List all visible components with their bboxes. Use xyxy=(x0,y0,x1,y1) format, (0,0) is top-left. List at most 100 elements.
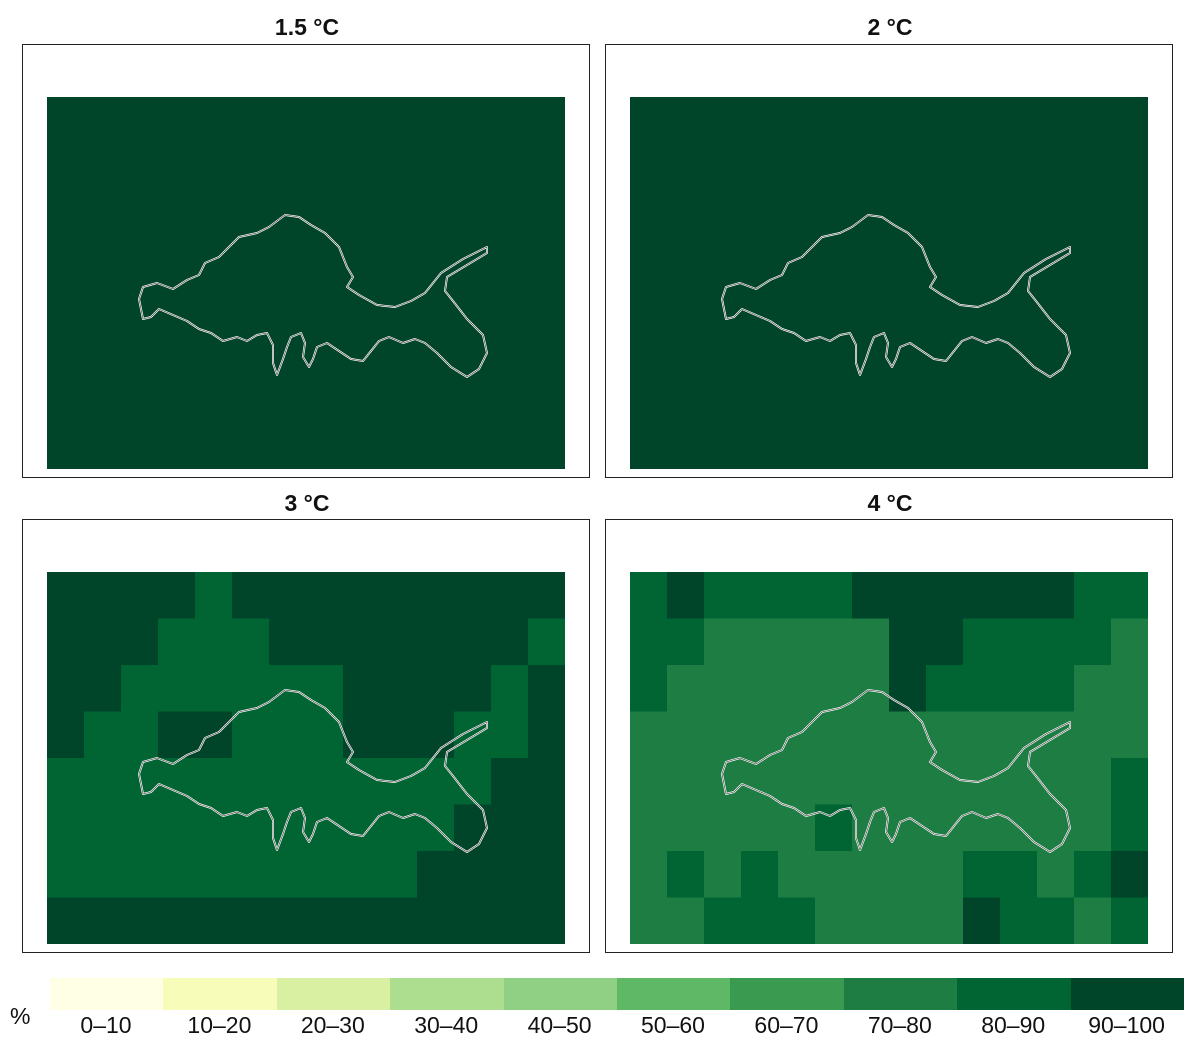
grid-cell xyxy=(417,422,455,469)
grid-cell xyxy=(1037,329,1075,377)
grid-cell xyxy=(630,711,668,759)
grid-cell xyxy=(630,618,668,666)
map-panel-3 xyxy=(22,519,590,953)
grid-cell xyxy=(47,236,85,284)
grid-cell xyxy=(454,329,492,377)
grid-cell xyxy=(1111,711,1148,759)
grid-cell xyxy=(778,422,816,469)
grid-cell xyxy=(269,422,307,469)
grid-cell xyxy=(852,618,890,666)
grid-cell xyxy=(1111,283,1148,331)
grid-cell xyxy=(84,804,122,852)
grid-cell xyxy=(380,97,418,145)
grid-cell xyxy=(852,143,890,191)
legend-swatch xyxy=(163,978,278,1010)
grid-cell xyxy=(815,851,853,899)
grid-cell xyxy=(269,665,307,713)
grid-cell xyxy=(778,758,816,806)
grid-cell xyxy=(741,572,779,620)
grid-cell xyxy=(704,422,742,469)
grid-cell xyxy=(741,618,779,666)
grid-cell xyxy=(704,618,742,666)
grid-cell xyxy=(380,190,418,238)
grid-cell xyxy=(454,283,492,331)
grid-cell xyxy=(232,711,270,759)
grid-cell xyxy=(926,236,964,284)
grid-cell xyxy=(1037,190,1075,238)
grid-cell xyxy=(343,236,381,284)
grid-cell xyxy=(528,97,565,145)
grid-cell xyxy=(306,665,344,713)
grid-cell xyxy=(528,376,565,424)
grid-cell xyxy=(491,851,529,899)
grid-cell xyxy=(343,711,381,759)
grid-cell xyxy=(417,376,455,424)
grid-cell xyxy=(528,190,565,238)
grid-cell xyxy=(343,897,381,944)
grid-cell xyxy=(963,618,1001,666)
grid-cell xyxy=(630,236,668,284)
grid-cell xyxy=(889,665,927,713)
legend-swatch xyxy=(50,978,164,1010)
grid-cell xyxy=(491,190,529,238)
grid-cell xyxy=(889,376,927,424)
grid-cell xyxy=(47,329,85,377)
grid-cell xyxy=(852,665,890,713)
grid-cell xyxy=(667,143,705,191)
grid-cell xyxy=(269,190,307,238)
panel-title-4: 4 °C xyxy=(867,490,913,516)
grid-cell xyxy=(1074,665,1112,713)
grid-cell xyxy=(630,422,668,469)
grid-cell xyxy=(926,851,964,899)
grid-cell xyxy=(121,711,159,759)
grid-cell xyxy=(121,804,159,852)
grid-cell xyxy=(454,665,492,713)
grid-cell xyxy=(84,851,122,899)
grid-cell xyxy=(926,97,964,145)
grid-cell xyxy=(741,422,779,469)
grid-cell xyxy=(630,329,668,377)
grid-cell xyxy=(815,618,853,666)
grid-cell xyxy=(1074,283,1112,331)
legend-label: 40–50 xyxy=(527,1012,592,1038)
grid-cell xyxy=(417,97,455,145)
legend-label: 0–10 xyxy=(80,1012,132,1038)
grid-cell xyxy=(158,851,196,899)
grid-cell xyxy=(491,97,529,145)
grid-cell xyxy=(630,758,668,806)
grid-cell xyxy=(121,190,159,238)
grid-cell xyxy=(1000,758,1038,806)
grid-cell xyxy=(1037,283,1075,331)
legend-swatch xyxy=(617,978,731,1010)
legend-label: 10–20 xyxy=(187,1012,252,1038)
map-grid-2 xyxy=(630,97,1148,469)
grid-cell xyxy=(630,804,668,852)
grid-cell xyxy=(667,376,705,424)
grid-cell xyxy=(667,804,705,852)
grid-cell xyxy=(84,376,122,424)
grid-cell xyxy=(380,329,418,377)
grid-cell xyxy=(380,665,418,713)
grid-cell xyxy=(306,97,344,145)
grid-cell xyxy=(1037,97,1075,145)
grid-cell xyxy=(306,572,344,620)
grid-cell xyxy=(121,422,159,469)
legend-swatch xyxy=(730,978,845,1010)
grid-cell xyxy=(741,236,779,284)
grid-cell xyxy=(1074,329,1112,377)
grid-cell xyxy=(232,572,270,620)
grid-cell xyxy=(630,665,668,713)
grid-cell xyxy=(926,618,964,666)
grid-cell xyxy=(889,190,927,238)
grid-cell xyxy=(454,572,492,620)
grid-cell xyxy=(889,329,927,377)
grid-cell xyxy=(158,897,196,944)
grid-cell xyxy=(815,422,853,469)
grid-cell xyxy=(630,190,668,238)
grid-cell xyxy=(741,804,779,852)
grid-cell xyxy=(84,711,122,759)
grid-cell xyxy=(232,422,270,469)
grid-cell xyxy=(852,97,890,145)
grid-cell xyxy=(306,897,344,944)
grid-cell xyxy=(889,711,927,759)
